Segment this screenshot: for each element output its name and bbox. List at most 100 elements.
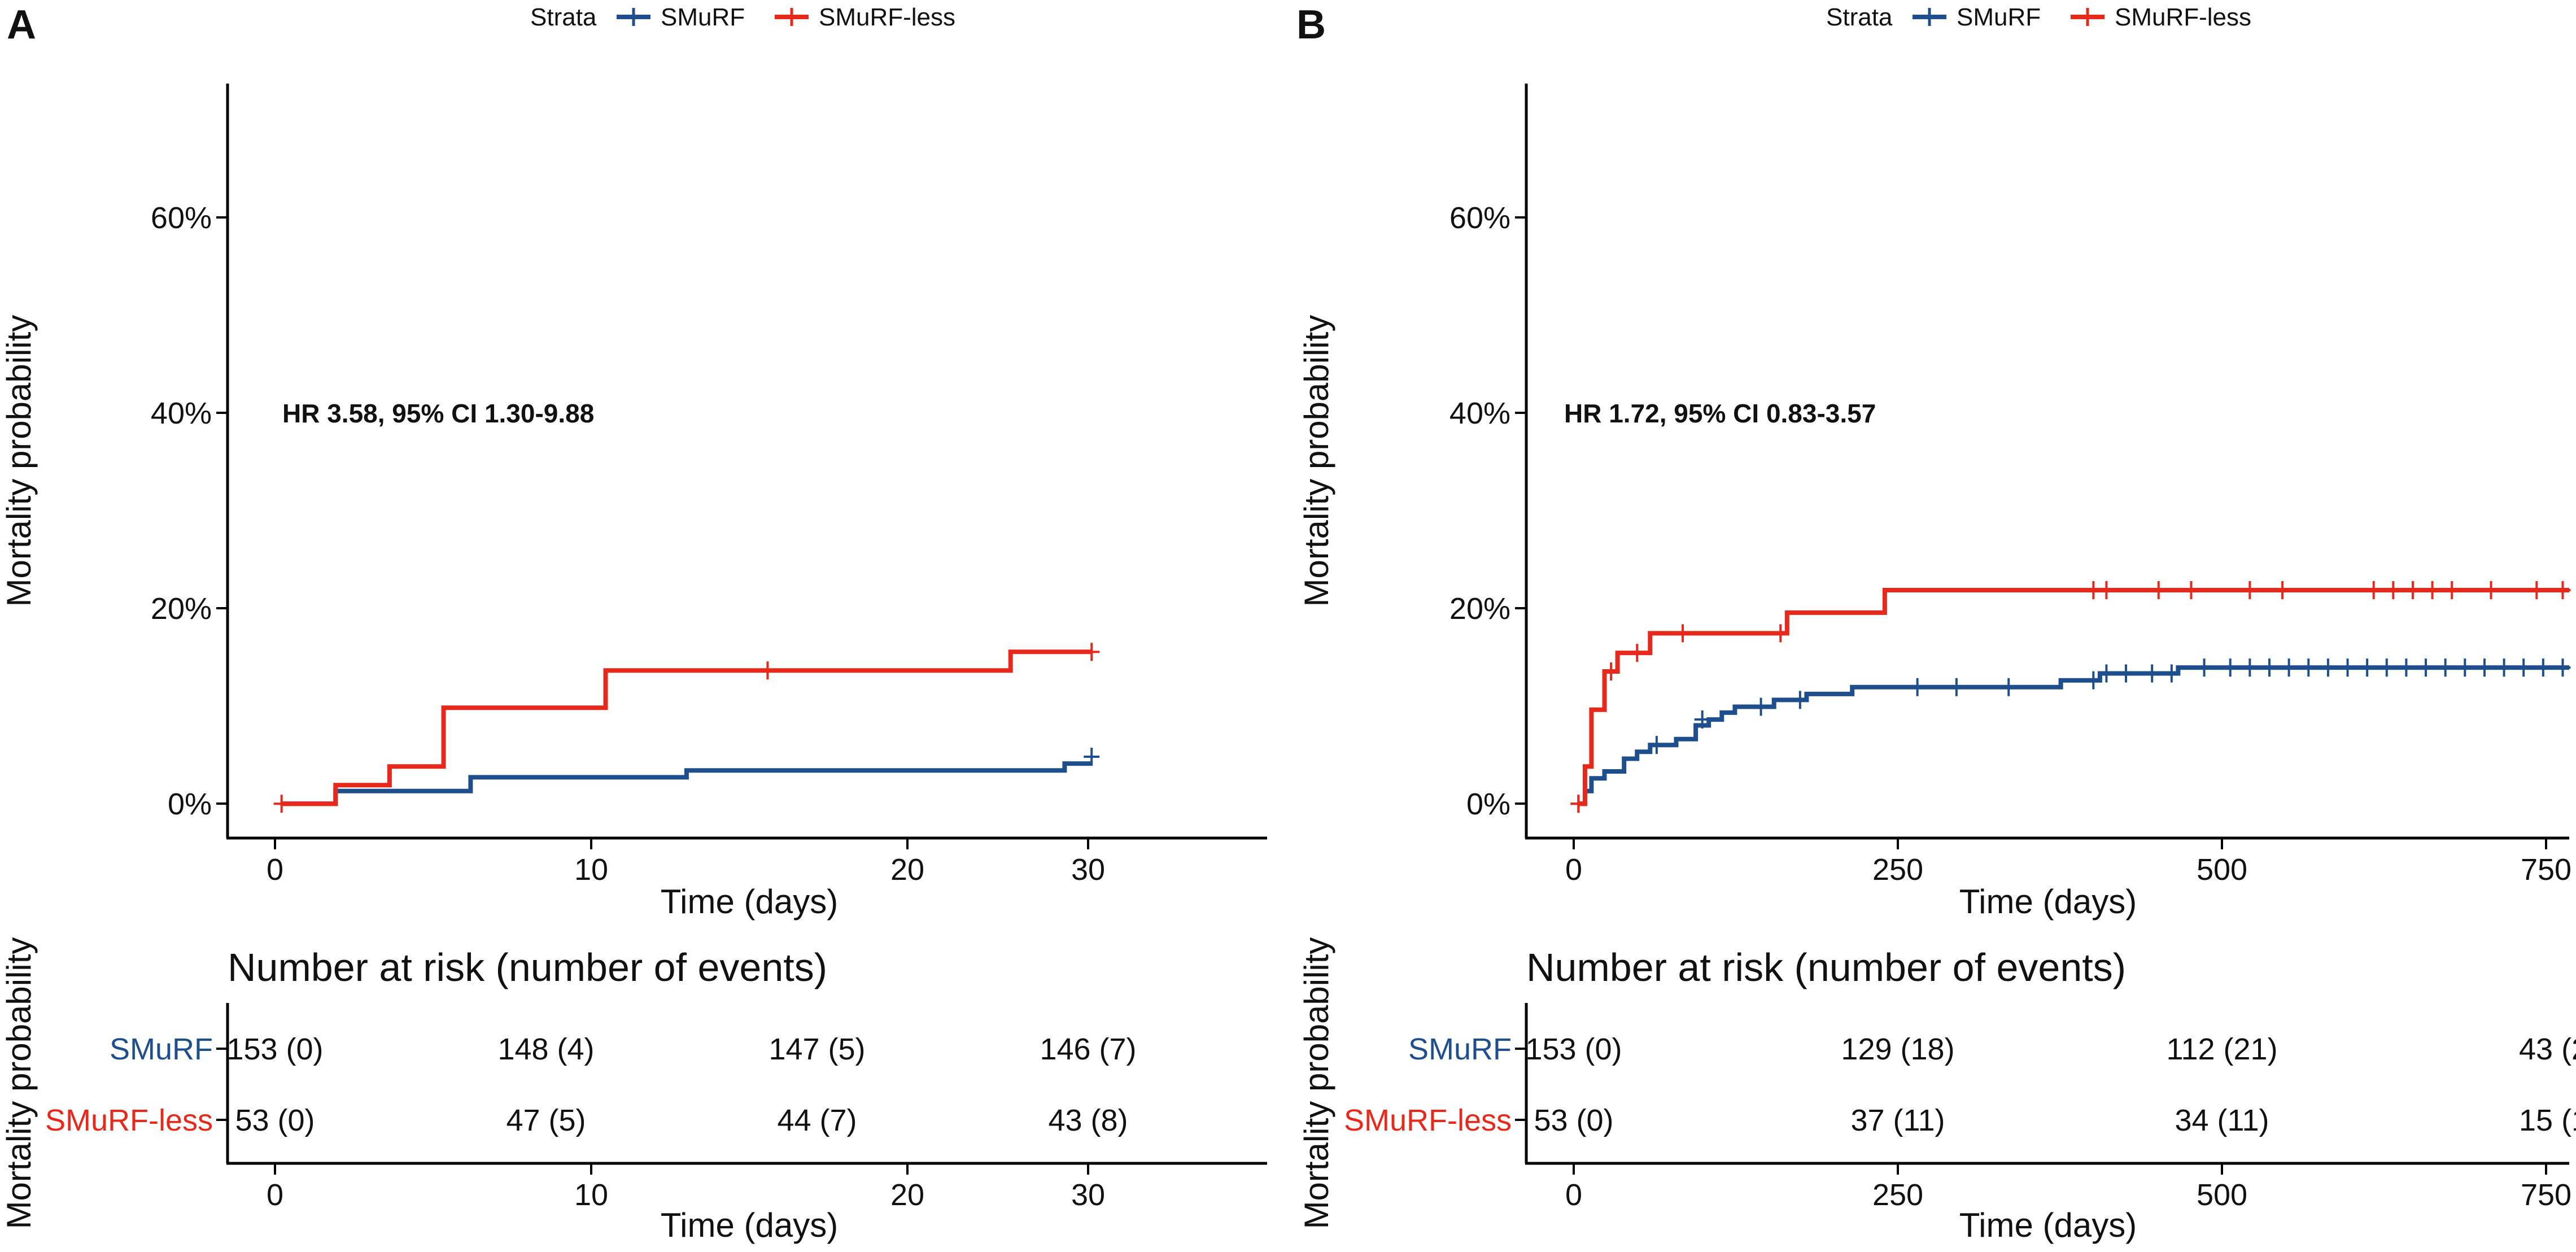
survival-curves [273, 643, 1100, 813]
legend-title: Strata [530, 3, 597, 31]
risk-cell: 148 (4) [497, 1032, 594, 1066]
risk-x-tick-label: 750 [2521, 1178, 2571, 1212]
x-tick-label: 10 [574, 853, 608, 887]
risk-x-axis-title: Time (days) [1959, 1206, 2137, 1244]
censor-mark-smurf [2242, 658, 2258, 677]
panel-a-plot: 0% 20% 40% 60% 0 10 20 30 Time (days) Mo… [0, 84, 1267, 921]
panel-a-legend: Strata SMuRF SMuRF-less [530, 3, 955, 31]
censor-mark-smurf [2359, 658, 2376, 677]
y-tick-label: 60% [1449, 201, 1510, 235]
censor-mark-smurf [2476, 658, 2492, 677]
y-tick-label: 60% [151, 201, 212, 235]
censor-mark-smurf-less [2242, 581, 2258, 600]
curve-smurf [1578, 665, 2569, 806]
censor-mark-smurf [2261, 658, 2277, 677]
legend-key-smurf-less [2071, 8, 2105, 26]
censor-mark-smurf [2535, 658, 2551, 677]
censor-mark-smurf [2418, 658, 2434, 677]
risk-strata-label-smurf: SMuRF [1408, 1032, 1512, 1066]
y-tick-label: 0% [1466, 787, 1510, 821]
curve-smurf [281, 761, 1092, 806]
censor-mark-smurf [1792, 691, 1808, 709]
censor-mark-smurf [2339, 658, 2356, 677]
legend-key-smurf [617, 8, 650, 26]
y-tick-label: 20% [151, 592, 212, 626]
censor-mark-smurf-less [2404, 581, 2421, 600]
risk-cell: 15 (1 [2519, 1103, 2576, 1137]
risk-x-tick-label: 0 [267, 1178, 283, 1212]
x-tick-label: 0 [267, 853, 283, 887]
y-axis-title: Mortality probability [0, 315, 38, 607]
censor-mark-smurf [2300, 658, 2317, 677]
risk-cell: 53 (0) [235, 1103, 315, 1137]
censor-mark-smurf-less [2274, 581, 2291, 600]
censor-mark-smurf-less [2555, 581, 2571, 600]
risk-cell: 147 (5) [769, 1032, 865, 1066]
censor-mark-smurf-less [2483, 581, 2499, 600]
risk-table-title: Number at risk (number of events) [228, 945, 827, 989]
risk-x-tick-label: 500 [2197, 1178, 2247, 1212]
risk-cell: 153 (0) [1525, 1032, 1622, 1066]
panel-b-risk-table: Number at risk (number of events) SMuRF … [1298, 937, 2576, 1244]
censor-mark-smurf-less [1570, 795, 1587, 813]
x-ticks: 0 10 20 30 [267, 838, 1105, 887]
x-tick-label: 250 [1872, 853, 1923, 887]
x-tick-label: 20 [890, 853, 924, 887]
risk-cell: 112 (21) [2166, 1032, 2277, 1066]
legend-key-smurf [1913, 8, 1946, 26]
x-tick-label: 750 [2521, 853, 2571, 887]
y-tick-label: 40% [151, 396, 212, 430]
risk-cell: 129 (18) [1841, 1032, 1954, 1066]
y-ticks: 0% 20% 40% 60% [151, 201, 228, 821]
censor-mark-smurf [2196, 658, 2212, 677]
censor-mark-smurf-less [2424, 581, 2440, 600]
censor-mark-smurf [2144, 664, 2160, 683]
panel-a-label: A [7, 2, 36, 47]
legend-label-smurf: SMuRF [1957, 3, 2041, 31]
legend-label-smurf-less: SMuRF-less [2115, 3, 2251, 31]
y-tick-label: 40% [1449, 396, 1510, 430]
censor-mark-smurf-less [2098, 581, 2115, 600]
censor-mark-smurf [2085, 671, 2102, 690]
censor-mark-smurf [2001, 678, 2017, 696]
censor-mark-smurf-less [2150, 581, 2167, 600]
censor-mark-smurf-less [2444, 581, 2460, 600]
censor-mark-smurf [2457, 658, 2473, 677]
legend-title: Strata [1826, 3, 1893, 31]
censor-mark-smurf-less [273, 795, 290, 813]
risk-cell: 43 (8) [1048, 1103, 1128, 1137]
risk-cell: 44 (7) [777, 1103, 857, 1137]
risk-x-axis-title: Time (days) [661, 1206, 838, 1244]
censor-mark-smurf [2118, 664, 2134, 683]
censor-mark-smurf-less [759, 661, 776, 680]
risk-x-tick-label: 20 [890, 1178, 924, 1212]
panel-b-label: B [1296, 2, 1326, 47]
risk-cell: 146 (7) [1040, 1032, 1136, 1066]
risk-x-tick-label: 10 [574, 1178, 608, 1212]
censor-mark-smurf [2281, 658, 2297, 677]
risk-cell: 37 (11) [1850, 1103, 1945, 1137]
censor-mark-smurf-less [2183, 581, 2199, 600]
censor-mark-smurf [2496, 658, 2512, 677]
censor-mark-smurf [1909, 678, 1926, 696]
legend-key-smurf-less [775, 8, 809, 26]
risk-cell: 47 (5) [506, 1103, 586, 1137]
x-axis-title: Time (days) [661, 883, 838, 921]
curve-smurf-less [1578, 588, 2569, 806]
censor-mark-smurf [1753, 697, 1769, 716]
x-tick-label: 500 [2197, 853, 2247, 887]
risk-cell: 34 (11) [2175, 1103, 2269, 1137]
curve-smurf-less [281, 649, 1092, 806]
panel-a-risk-table: Number at risk (number of events) SMuRF … [0, 937, 1267, 1244]
censor-mark-smurf [2398, 658, 2415, 677]
censor-mark-smurf [2320, 658, 2336, 677]
censor-mark-smurf [1648, 736, 1665, 754]
censor-mark-smurf [2098, 664, 2115, 683]
censor-mark-smurf [2516, 658, 2532, 677]
censor-mark-smurf [1084, 747, 1100, 766]
censor-mark-smurf [1948, 678, 1964, 696]
x-tick-label: 0 [1565, 853, 1582, 887]
censor-mark-smurf-less [1629, 644, 1645, 662]
risk-cell: 53 (0) [1534, 1103, 1613, 1137]
